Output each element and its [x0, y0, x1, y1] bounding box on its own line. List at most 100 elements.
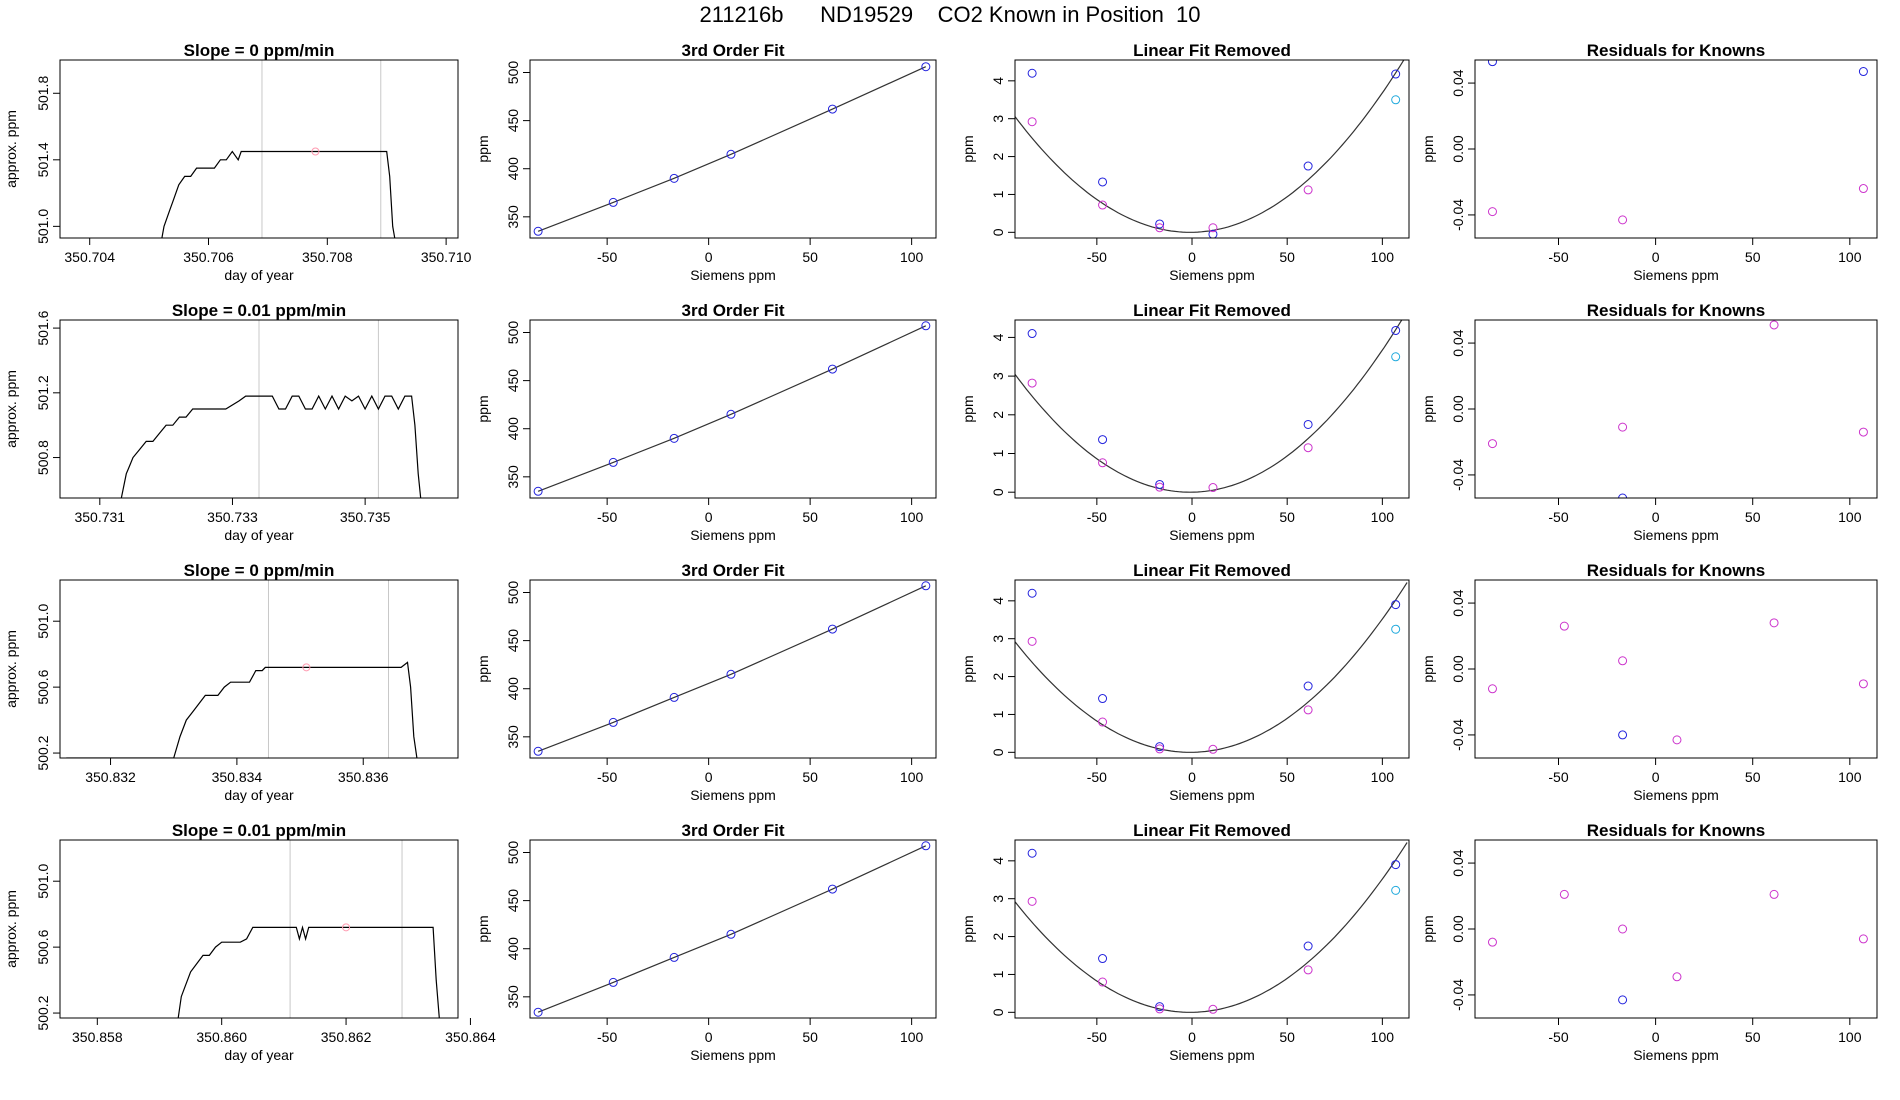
data-point-magenta — [1858, 934, 1868, 944]
page-title: 211216b ND19529 CO2 Known in Position 10 — [699, 2, 1201, 27]
plot-area — [120, 320, 422, 498]
data-point-blue — [1487, 60, 1497, 67]
y-tick-label: 450 — [505, 369, 521, 393]
x-tick-label: 0 — [1652, 769, 1660, 785]
data-point-magenta — [1208, 744, 1218, 754]
x-tick-label: -50 — [597, 1029, 617, 1045]
x-tick-label: 50 — [802, 249, 818, 265]
y-tick-label: 500.2 — [35, 735, 51, 770]
chart-panel-r1-c0: Slope = 0.01 ppm/min 350.731 350.733 350.73… — [3, 301, 459, 543]
data-point-blue — [1391, 860, 1401, 870]
data-point-blue — [1098, 435, 1108, 445]
y-tick-label: 2 — [990, 672, 1006, 680]
x-tick-label: 50 — [1279, 1029, 1295, 1045]
data-point-blue — [1391, 69, 1401, 79]
plot-frame — [59, 319, 459, 499]
y-tick-label: 3 — [990, 115, 1006, 123]
chart-title: Linear Fit Removed — [1133, 821, 1291, 840]
x-tick-label: -50 — [1548, 509, 1568, 525]
x-axis-label: day of year — [224, 1047, 294, 1063]
chart-panel-r3-c2: Linear Fit Removed -50 0 50 100 0 1 2 3 4 Siemens … — [960, 821, 1410, 1063]
fit-line — [537, 325, 927, 492]
x-tick-label: 350.731 — [74, 509, 125, 525]
x-tick-label: 50 — [1279, 249, 1295, 265]
data-point — [608, 977, 618, 987]
plot-area — [1487, 60, 1868, 225]
chart-panel-r2-c1: 3rd Order Fit -50 0 50 100 350 400 450 500 Siemen… — [475, 561, 937, 803]
x-tick-label: -50 — [597, 249, 617, 265]
data-point-magenta — [1618, 422, 1628, 432]
x-axis-label: Siemens ppm — [690, 1047, 776, 1063]
y-axis-label: ppm — [960, 915, 976, 942]
y-tick-label: 4 — [990, 77, 1006, 85]
y-tick-label: 450 — [505, 109, 521, 133]
data-point-magenta — [1098, 200, 1108, 210]
y-axis-label: approx. ppm — [3, 630, 19, 708]
chart-title: 3rd Order Fit — [682, 301, 785, 320]
chart-panel-r1-c3: Residuals for Knowns -50 0 50 100 -0.04 0.00 0.… — [1420, 301, 1878, 543]
chart-title: Slope = 0 ppm/min — [184, 561, 335, 580]
x-axis-label: day of year — [224, 267, 294, 283]
x-tick-label: 100 — [1371, 769, 1395, 785]
plot-frame — [1474, 839, 1878, 1019]
y-tick-label: 0 — [990, 748, 1006, 756]
y-axis-label: ppm — [1420, 135, 1436, 162]
data-point-magenta — [1487, 937, 1497, 947]
plot-frame — [1474, 579, 1878, 759]
y-tick-label: 2 — [990, 411, 1006, 419]
x-tick-label: 350.708 — [302, 249, 353, 265]
data-point — [921, 581, 931, 591]
x-axis-label: Siemens ppm — [1169, 1047, 1255, 1063]
plot-area — [533, 321, 931, 496]
chart-panel-r2-c2: Linear Fit Removed -50 0 50 100 0 1 2 3 4 Siemens … — [960, 561, 1410, 803]
y-tick-label: 400 — [505, 157, 521, 181]
x-tick-label: 100 — [1838, 769, 1862, 785]
data-point-magenta — [1487, 684, 1497, 694]
chart-title: Residuals for Knowns — [1587, 301, 1766, 320]
fit-line — [537, 585, 927, 752]
plot-area — [177, 840, 440, 1018]
x-tick-label: 100 — [1838, 509, 1862, 525]
data-point-magenta — [1208, 483, 1218, 493]
plot-frame — [59, 579, 459, 759]
y-tick-label: 400 — [505, 937, 521, 961]
data-point-magenta — [1618, 656, 1628, 666]
y-tick-label: 501.2 — [35, 375, 51, 410]
concentration-trace — [177, 925, 440, 1018]
data-point-blue — [1098, 954, 1108, 964]
plot-area — [1487, 618, 1868, 745]
y-tick-label: 3 — [990, 372, 1006, 380]
plot-frame — [529, 839, 937, 1019]
data-point — [827, 884, 837, 894]
data-point — [533, 226, 543, 236]
plot-frame — [529, 319, 937, 499]
plot-area — [1487, 320, 1868, 498]
y-tick-label: 4 — [990, 597, 1006, 605]
data-point — [921, 321, 931, 331]
data-point-magenta — [1858, 427, 1868, 437]
y-tick-label: 501.4 — [35, 142, 51, 177]
quadratic-fit-curve — [1015, 60, 1405, 233]
x-tick-label: 50 — [802, 1029, 818, 1045]
y-tick-label: 350 — [505, 725, 521, 749]
y-tick-label: 1 — [990, 710, 1006, 718]
data-point-magenta — [1769, 618, 1779, 628]
x-tick-label: 50 — [1745, 769, 1761, 785]
chart-title: Slope = 0 ppm/min — [184, 41, 335, 60]
data-point-blue — [1027, 68, 1037, 78]
data-point-magenta — [1098, 717, 1108, 727]
y-tick-label: 0.04 — [1450, 69, 1466, 96]
x-tick-label: -50 — [1087, 769, 1107, 785]
y-tick-label: -0.04 — [1450, 979, 1466, 1011]
x-tick-label: 350.706 — [183, 249, 234, 265]
quadratic-fit-curve — [1015, 842, 1408, 1013]
x-tick-label: 50 — [802, 769, 818, 785]
plot-area — [161, 60, 396, 238]
y-tick-label: -0.04 — [1450, 459, 1466, 491]
y-tick-label: 0 — [990, 488, 1006, 496]
x-tick-label: 50 — [1279, 769, 1295, 785]
x-tick-label: 350.862 — [321, 1029, 372, 1045]
data-point — [533, 486, 543, 496]
y-tick-label: 500.6 — [35, 929, 51, 964]
data-point-magenta — [1303, 965, 1313, 975]
